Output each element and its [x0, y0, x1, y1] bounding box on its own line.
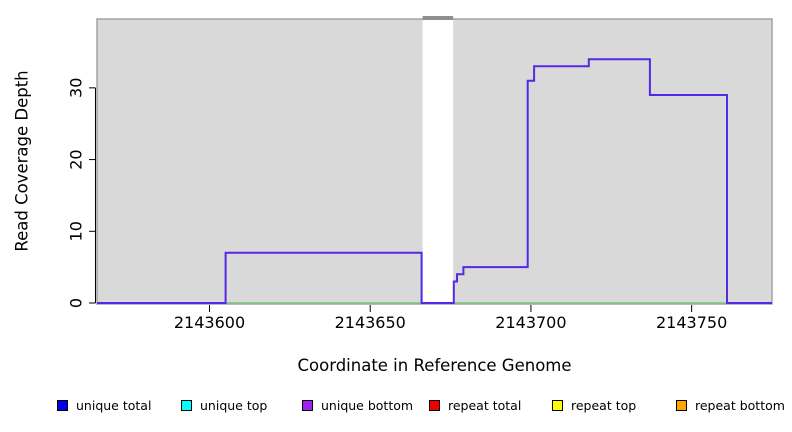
x-tick-label: 2143750: [656, 313, 727, 332]
y-tick-label: 20: [67, 149, 86, 169]
legend-label: unique top: [200, 397, 268, 413]
legend-label: repeat top: [571, 397, 637, 413]
legend-label: repeat bottom: [695, 397, 785, 413]
x-axis-title: Coordinate in Reference Genome: [297, 356, 572, 375]
y-axis-title: Read Coverage Depth: [12, 70, 32, 252]
repeat-bottom-swatch-icon: [676, 399, 687, 411]
gap-band-top-edge: [422, 16, 454, 20]
legend-item-repeat-top: repeat top: [552, 397, 637, 413]
legend-label: unique bottom: [321, 397, 414, 413]
legend-item-repeat-bottom: repeat bottom: [676, 397, 785, 413]
coverage-step-line: [97, 58, 772, 304]
repeat-total-swatch-icon: [429, 399, 440, 411]
legend-label: unique total: [76, 397, 152, 413]
legend-item-unique-bottom: unique bottom: [302, 397, 414, 413]
x-tick-label: 2143650: [335, 313, 406, 332]
unique-bottom-swatch-icon: [302, 399, 313, 411]
legend-item-repeat-total: repeat total: [429, 397, 522, 413]
repeat-top-swatch-icon: [552, 399, 563, 411]
y-tick-label: 0: [67, 298, 86, 308]
unique-total-swatch-icon: [57, 399, 68, 411]
x-tick-label: 2143700: [495, 313, 566, 332]
unique-top-swatch-icon: [181, 399, 192, 411]
legend-label: repeat total: [448, 397, 522, 413]
x-tick-label: 2143600: [174, 313, 245, 332]
gap-band: [422, 20, 454, 304]
legend-item-unique-top: unique top: [181, 397, 268, 413]
y-tick-label: 30: [67, 78, 86, 98]
legend-item-unique-total: unique total: [57, 397, 152, 413]
y-tick-label: 10: [67, 221, 86, 241]
